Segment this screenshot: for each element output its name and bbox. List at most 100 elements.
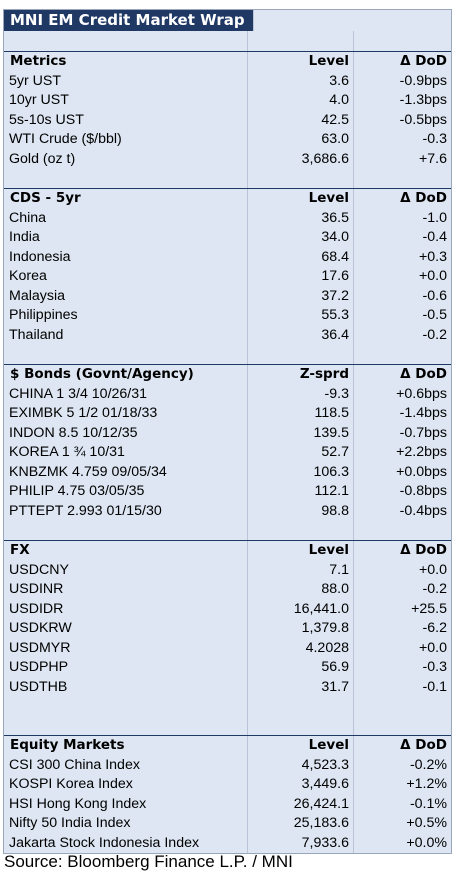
table-row: EXIMBK 5 1/2 01/18/33 118.5 -1.4bps (4, 404, 451, 424)
row-change: +1.2% (353, 775, 451, 795)
table-row: KOREA 1 ¾ 10/31 52.7 +2.2bps (4, 443, 451, 463)
table-row: PTTEPT 2.993 01/15/30 98.8 -0.4bps (4, 501, 451, 521)
row-label: USDCNY (9, 561, 69, 578)
column-header-change: Δ DoD (353, 541, 451, 561)
row-label: USDIDR (9, 600, 64, 617)
row-level: 118.5 (247, 404, 353, 424)
row-change: +0.3 (353, 247, 451, 267)
row-label: Indonesia (9, 248, 71, 265)
row-label: KOREA 1 ¾ 10/31 (9, 444, 125, 460)
title-row: MNI EM Credit Market Wrap (4, 10, 451, 31)
row-change: +0.0 (353, 638, 451, 658)
spacer-row (4, 31, 451, 51)
row-change: +0.0 (353, 267, 451, 287)
row-level: 36.4 (247, 325, 353, 345)
market-wrap-table: MNI EM Credit Market Wrap Metrics Level Δ … (3, 9, 452, 854)
row-change: -0.4bps (353, 501, 451, 521)
row-level: 63.0 (247, 130, 353, 150)
row-change: -0.1% (353, 794, 451, 814)
column-header-change: Δ DoD (353, 52, 451, 72)
section-header: FX Level Δ DoD (4, 540, 451, 561)
table-row: HSI Hong Kong Index 26,424.1 -0.1% (4, 794, 451, 814)
row-level: 31.7 (247, 677, 353, 697)
row-label: PHILIP 4.75 03/05/35 (9, 483, 145, 499)
table-row: WTI Crude ($/bbl) 63.0 -0.3 (4, 130, 451, 150)
row-change: -0.2 (353, 325, 451, 345)
section-title: FX (10, 542, 30, 558)
row-label: Gold (oz t) (9, 150, 76, 167)
row-label: Jakarta Stock Indonesia Index (9, 834, 200, 851)
row-change: +0.0bps (353, 462, 451, 482)
row-change: +25.5 (353, 599, 451, 619)
row-level: 1,379.8 (247, 619, 353, 639)
row-change: -0.1 (353, 677, 451, 697)
section-header: Metrics Level Δ DoD (4, 51, 451, 72)
row-change: -0.3 (353, 658, 451, 678)
row-change: +7.6 (353, 149, 451, 169)
section-title: CDS - 5yr (10, 190, 81, 206)
row-label: USDPHP (9, 659, 69, 675)
row-change: -0.4 (353, 228, 451, 248)
row-level: 36.5 (247, 208, 353, 228)
table-row: USDKRW 1,379.8 -6.2 (4, 619, 451, 639)
row-label: China (9, 209, 47, 226)
row-label: Thailand (9, 326, 64, 343)
row-change: -0.6 (353, 286, 451, 306)
row-level: 55.3 (247, 306, 353, 326)
table-row: Nifty 50 India Index 25,183.6 +0.5% (4, 814, 451, 834)
row-label: EXIMBK 5 1/2 01/18/33 (9, 405, 158, 421)
row-label: 5yr UST (9, 72, 62, 89)
row-change: -1.4bps (353, 404, 451, 424)
column-header-level: Z-sprd (247, 365, 353, 385)
row-label: India (9, 229, 40, 245)
row-label: 10yr UST (9, 92, 69, 108)
column-header-change: Δ DoD (353, 365, 451, 385)
table-row: KNBZMK 4.759 09/05/34 106.3 +0.0bps (4, 462, 451, 482)
row-label: KNBZMK 4.759 09/05/34 (9, 463, 167, 480)
section-title: Metrics (10, 53, 67, 69)
table-row: USDINR 88.0 -0.2 (4, 580, 451, 600)
table-row: China 36.5 -1.0 (4, 208, 451, 228)
table-row: USDPHP 56.9 -0.3 (4, 658, 451, 678)
table-row: Korea 17.6 +0.0 (4, 267, 451, 287)
row-label: USDMYR (9, 639, 71, 656)
table-row: USDCNY 7.1 +0.0 (4, 560, 451, 580)
row-change: -0.8bps (353, 482, 451, 502)
row-level: 25,183.6 (247, 814, 353, 834)
table-row: Indonesia 68.4 +0.3 (4, 247, 451, 267)
spacer-row (4, 697, 451, 735)
row-level: 4,523.3 (247, 755, 353, 775)
spacer-row (4, 169, 451, 188)
column-header-change: Δ DoD (353, 189, 451, 209)
row-change: -6.2 (353, 619, 451, 639)
row-change: +0.0% (353, 833, 451, 853)
row-label: HSI Hong Kong Index (9, 795, 147, 812)
row-label: USDTHB (9, 678, 68, 695)
spacer-row (4, 345, 451, 364)
table-row: Jakarta Stock Indonesia Index 7,933.6 +0.0… (4, 833, 451, 853)
row-change: +0.5% (353, 814, 451, 834)
column-header-level: Level (247, 736, 353, 756)
table-row: CHINA 1 3/4 10/26/31 -9.3 +0.6bps (4, 384, 451, 404)
table-row: India 34.0 -0.4 (4, 228, 451, 248)
table-row: Malaysia 37.2 -0.6 (4, 286, 451, 306)
row-level: 17.6 (247, 267, 353, 287)
row-label: USDINR (9, 581, 64, 597)
row-level: 98.8 (247, 501, 353, 521)
column-header-change: Δ DoD (353, 736, 451, 756)
row-level: 112.1 (247, 482, 353, 502)
row-level: 4.0 (247, 91, 353, 111)
row-label: KOSPI Korea Index (9, 776, 133, 792)
column-header-level: Level (247, 541, 353, 561)
row-change: -1.0 (353, 208, 451, 228)
table-row: KOSPI Korea Index 3,449.6 +1.2% (4, 775, 451, 795)
row-level: 34.0 (247, 228, 353, 248)
row-change: -0.5 (353, 306, 451, 326)
column-header-level: Level (247, 52, 353, 72)
row-change: +2.2bps (353, 443, 451, 463)
row-level: 7.1 (247, 560, 353, 580)
row-level: 42.5 (247, 110, 353, 130)
row-level: 16,441.0 (247, 599, 353, 619)
row-change: -0.2 (353, 580, 451, 600)
row-change: -0.2% (353, 755, 451, 775)
